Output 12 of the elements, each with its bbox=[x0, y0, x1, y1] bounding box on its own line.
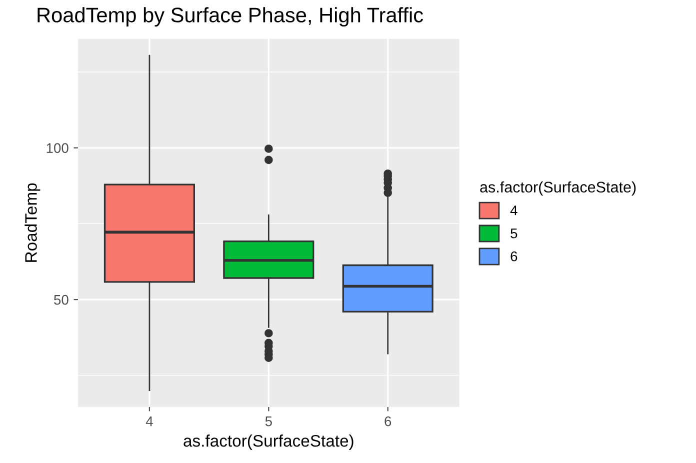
legend-label: 4 bbox=[510, 206, 518, 216]
x-tick-label: 4 bbox=[146, 416, 153, 426]
legend-title: as.factor(SurfaceState) bbox=[480, 181, 636, 196]
y-axis-title: RoadTemp bbox=[24, 183, 40, 262]
x-tick-label: 6 bbox=[384, 416, 392, 426]
y-tick-label: 100 bbox=[46, 143, 68, 153]
x-axis-title: as.factor(SurfaceState) bbox=[184, 434, 354, 450]
x-tick-label: 5 bbox=[265, 416, 272, 426]
chart-title: RoadTemp by Surface Phase, High Traffic bbox=[38, 7, 423, 27]
legend-label: 6 bbox=[510, 251, 518, 262]
legend-label: 5 bbox=[510, 228, 518, 238]
y-tick-label: 50 bbox=[54, 294, 68, 305]
